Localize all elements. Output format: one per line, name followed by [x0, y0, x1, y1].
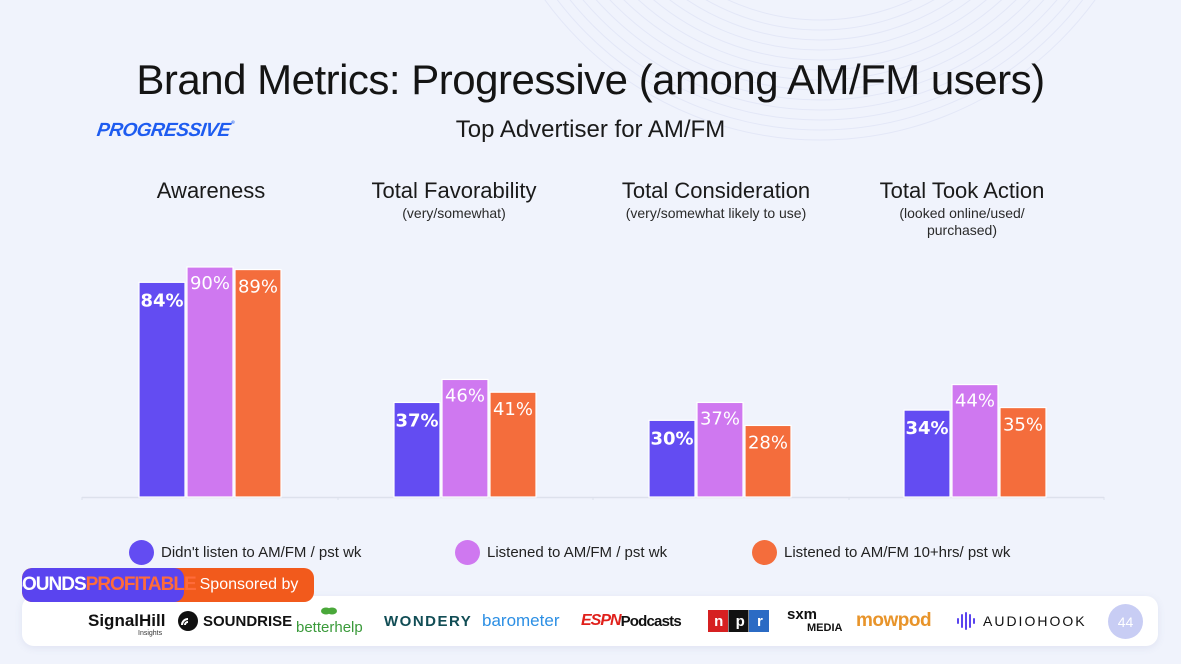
legend-swatch [752, 539, 777, 565]
bar [999, 406, 1047, 498]
legend-item-listened: Listened to AM/FM / pst wk [455, 539, 667, 565]
logo-text: sxm [787, 606, 818, 623]
category-label: Awareness [156, 178, 266, 203]
bar [441, 378, 489, 498]
page-number: 44 [1108, 604, 1143, 639]
chart-subtitle: Top Advertiser for AM/FM [455, 116, 726, 143]
logo-text: WONDERY [384, 612, 473, 630]
slide-title: Brand Metrics: Progressive (among AM/FM … [136, 56, 1045, 103]
npr-letter: r [757, 612, 763, 630]
bar [393, 401, 441, 498]
bar [744, 424, 792, 498]
bar-value-label: 84% [140, 290, 183, 311]
soundrise-icon [178, 611, 198, 631]
sounds-profitable-badge: SOUNDSPROFITABLE Sponsored by [22, 568, 314, 602]
bar-group: 34% 44% 35% [903, 383, 1047, 498]
bar-group: 37% 46% 41% [393, 378, 537, 498]
npr-blocks-icon [708, 610, 769, 632]
bar-value-label: 37% [395, 410, 438, 431]
bar [234, 268, 282, 498]
legend-item-didnt-listen: Didn't listen to AM/FM / pst wk [129, 539, 361, 565]
sounds-profitable-logo: SOUNDSPROFITABLE [22, 568, 197, 602]
logo-text: betterhelp [296, 618, 363, 636]
audiohook-waveform-icon [957, 612, 975, 630]
bar-value-label: 34% [905, 418, 948, 439]
logo-text: ESPN [581, 612, 622, 629]
bar-value-label: 37% [700, 408, 740, 429]
sponsored-by-label: Sponsored by [199, 576, 299, 593]
badge-word-profitable: PROFITABLE [85, 574, 197, 595]
category-header-awareness: Awareness [91, 178, 331, 204]
category-label: Total Favorability [371, 178, 537, 203]
category-header-took-action: Total Took Action (looked online/used/ p… [842, 178, 1082, 239]
espn-podcasts-logo: ESPN Podcasts [581, 596, 682, 646]
category-sublabel: (looked online/used/ purchased) [899, 205, 1025, 238]
bar [696, 401, 744, 498]
category-header-favorability: Total Favorability (very/somewhat) [334, 178, 574, 222]
bar [489, 391, 537, 498]
category-header-consideration: Total Consideration (very/somewhat likel… [596, 178, 836, 222]
bar-value-label: 41% [493, 399, 533, 420]
category-label: Total Took Action [879, 178, 1045, 203]
betterhelp-logo: betterhelp [296, 596, 363, 646]
mowpod-logo: mowpod [856, 596, 932, 646]
legend-label: Didn't listen to AM/FM / pst wk [161, 543, 362, 561]
bar-value-label: 35% [1003, 415, 1043, 436]
legend-label: Listened to AM/FM 10+hrs/ pst wk [784, 543, 1011, 561]
bar-value-label: 90% [190, 273, 230, 294]
wondery-logo: WONDERY [384, 596, 472, 646]
bar-value-label: 28% [748, 432, 788, 453]
logo-text: SOUNDRISE [203, 612, 293, 630]
badge-word-sounds: SOUNDS [22, 574, 87, 595]
legend-swatch [129, 539, 154, 565]
bar-value-label: 89% [238, 277, 278, 298]
sxm-media-logo: sxm MEDIA [787, 596, 842, 646]
logo-text: barometer [482, 611, 560, 630]
logo-subtext: Podcasts [620, 612, 682, 630]
audiohook-logo: AUDIOHOOK [956, 596, 1087, 646]
bar [648, 419, 696, 498]
bar [138, 281, 186, 498]
bar [951, 383, 999, 498]
bar-value-label: 46% [445, 385, 485, 406]
signal-hill-logo: SignalHill Insights [88, 596, 165, 646]
logo-text: SignalHill [88, 611, 166, 630]
legend-label: Listened to AM/FM / pst wk [487, 543, 668, 561]
legend-item-listened-10hrs: Listened to AM/FM 10+hrs/ pst wk [752, 539, 1010, 565]
bar-value-label: 44% [955, 391, 995, 412]
logo-text: AUDIOHOOK [983, 613, 1087, 629]
logo-text: mowpod [856, 610, 932, 631]
npr-letter: p [735, 612, 745, 630]
sponsor-logo-strip: SignalHill Insights SOUNDRISE betterhelp… [22, 596, 1158, 646]
bar-group: 84% 90% 89% [138, 266, 282, 498]
logo-subtext: MEDIA [807, 622, 843, 634]
bar [186, 266, 234, 498]
category-sublabel: (very/somewhat likely to use) [625, 205, 807, 221]
npr-letter: n [714, 612, 724, 630]
barometer-logo: barometer [482, 596, 559, 646]
category-label: Total Consideration [621, 178, 811, 203]
logo-subtext: Insights [138, 630, 163, 637]
betterhelp-leaf-icon [321, 607, 337, 615]
bar-value-label: 30% [650, 428, 693, 449]
bar-group: 30% 37% 28% [648, 401, 792, 498]
category-sublabel: (very/somewhat) [402, 205, 506, 221]
bar [903, 409, 951, 498]
soundrise-logo: SOUNDRISE [177, 596, 292, 646]
legend-swatch [455, 539, 480, 565]
